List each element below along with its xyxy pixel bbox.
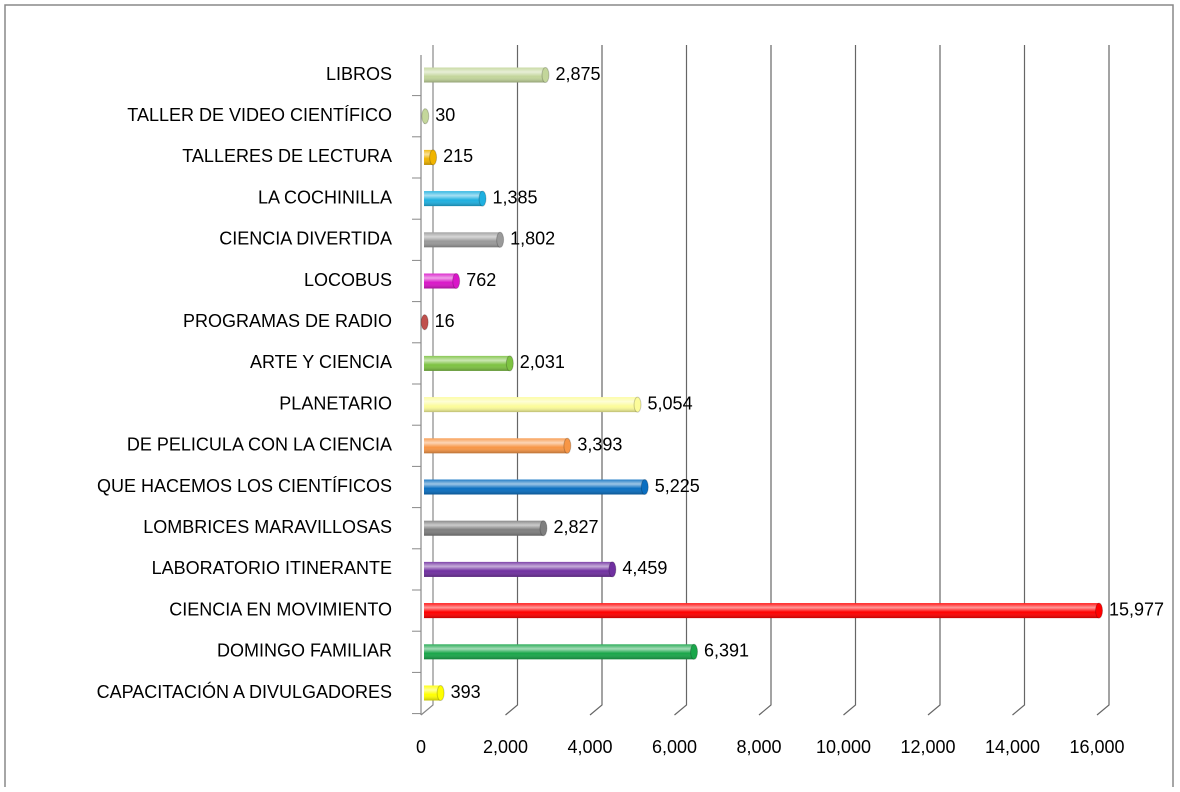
- bar-cap: [496, 231, 505, 248]
- value-label: 393: [451, 682, 481, 702]
- bar-shine: [424, 479, 645, 495]
- bar-shine: [424, 644, 695, 660]
- bar-shine: [424, 397, 638, 413]
- y-tick-label: DOMINGO FAMILIAR: [217, 641, 392, 661]
- y-tick-label: PROGRAMAS DE RADIO: [183, 311, 392, 331]
- x-tick-label: 16,000: [1069, 737, 1124, 757]
- value-label: 762: [466, 270, 496, 290]
- x-tick-label: 6,000: [652, 737, 697, 757]
- bar-cap: [608, 561, 617, 578]
- y-tick-label: ARTE Y CIENCIA: [250, 352, 392, 372]
- y-tick-label: PLANETARIO: [279, 393, 392, 413]
- x-tick-label: 4,000: [567, 737, 612, 757]
- bar-cap: [436, 685, 445, 701]
- bar-shine: [424, 232, 501, 248]
- value-label: 30: [435, 105, 455, 125]
- grid-line: [1096, 45, 1110, 716]
- y-tick-label: LOCOBUS: [304, 270, 392, 290]
- bar-cap: [563, 437, 572, 454]
- y-tick-label: QUE HACEMOS LOS CIENTÍFICOS: [97, 476, 392, 496]
- value-label: 5,225: [655, 476, 700, 496]
- bar-shine: [424, 438, 568, 454]
- y-tick-label: LIBROS: [326, 64, 392, 84]
- bar-cap: [640, 479, 649, 495]
- chart-frame: [4, 4, 1174, 792]
- bar-shine: [424, 67, 546, 83]
- value-label: 2,875: [555, 64, 600, 84]
- bar-shine: [424, 273, 457, 289]
- bar-cap: [690, 643, 699, 660]
- bar-shine: [424, 149, 434, 165]
- value-label: 3,393: [577, 435, 622, 455]
- grid-line: [927, 45, 941, 716]
- bar-cap: [539, 520, 548, 537]
- value-label: 6,391: [704, 641, 749, 661]
- value-label: 2,827: [553, 517, 598, 537]
- y-tick-label: CAPACITACIÓN A DIVULGADORES: [97, 681, 392, 702]
- bar-cap: [633, 396, 642, 413]
- value-label: 215: [443, 146, 473, 166]
- value-label: 4,459: [622, 558, 667, 578]
- bar-shine: [424, 603, 1100, 619]
- x-tick-label: 12,000: [900, 737, 955, 757]
- bar-cap: [429, 149, 438, 166]
- bar-shine: [424, 520, 544, 536]
- x-tick-label: 0: [416, 737, 426, 757]
- grid-line: [589, 45, 603, 716]
- x-tick-label: 2,000: [483, 737, 528, 757]
- bar-shine: [424, 561, 613, 577]
- value-label: 15,977: [1109, 599, 1164, 619]
- grid-line: [420, 45, 434, 716]
- value-label: 1,802: [510, 229, 555, 249]
- grid-line: [843, 45, 857, 716]
- bar-cap: [1095, 602, 1104, 619]
- y-tick-label: TALLER DE VIDEO CIENTÍFICO: [127, 105, 392, 125]
- bar-cap: [478, 190, 487, 207]
- y-tick-label: CIENCIA DIVERTIDA: [219, 229, 392, 249]
- bar-shine: [424, 685, 441, 701]
- value-label: 5,054: [648, 393, 693, 413]
- grid-line: [1012, 45, 1026, 716]
- bar-cap: [420, 314, 429, 331]
- y-tick-label: LA COCHINILLA: [258, 187, 392, 207]
- bar-shine: [424, 191, 483, 207]
- y-tick-label: DE PELICULA CON LA CIENCIA: [127, 435, 392, 455]
- y-tick-label: TALLERES DE LECTURA: [182, 146, 392, 166]
- bar-cap: [541, 67, 550, 83]
- bar-cap: [452, 273, 461, 289]
- value-label: 1,385: [493, 187, 538, 207]
- bar-cap: [421, 108, 430, 125]
- y-tick-label: LOMBRICES MARAVILLOSAS: [143, 517, 392, 537]
- value-label: 16: [435, 311, 455, 331]
- x-tick-label: 14,000: [985, 737, 1040, 757]
- grid-line: [505, 45, 519, 716]
- grid-line: [674, 45, 688, 716]
- value-label: 2,031: [520, 352, 565, 372]
- grid-line: [758, 45, 772, 716]
- y-tick-label: CIENCIA EN MOVIMIENTO: [169, 599, 392, 619]
- bar-shine: [424, 355, 510, 371]
- x-tick-label: 8,000: [736, 737, 781, 757]
- y-tick-label: LABORATORIO ITINERANTE: [152, 558, 392, 578]
- bar-cap: [505, 355, 514, 372]
- x-tick-label: 10,000: [816, 737, 871, 757]
